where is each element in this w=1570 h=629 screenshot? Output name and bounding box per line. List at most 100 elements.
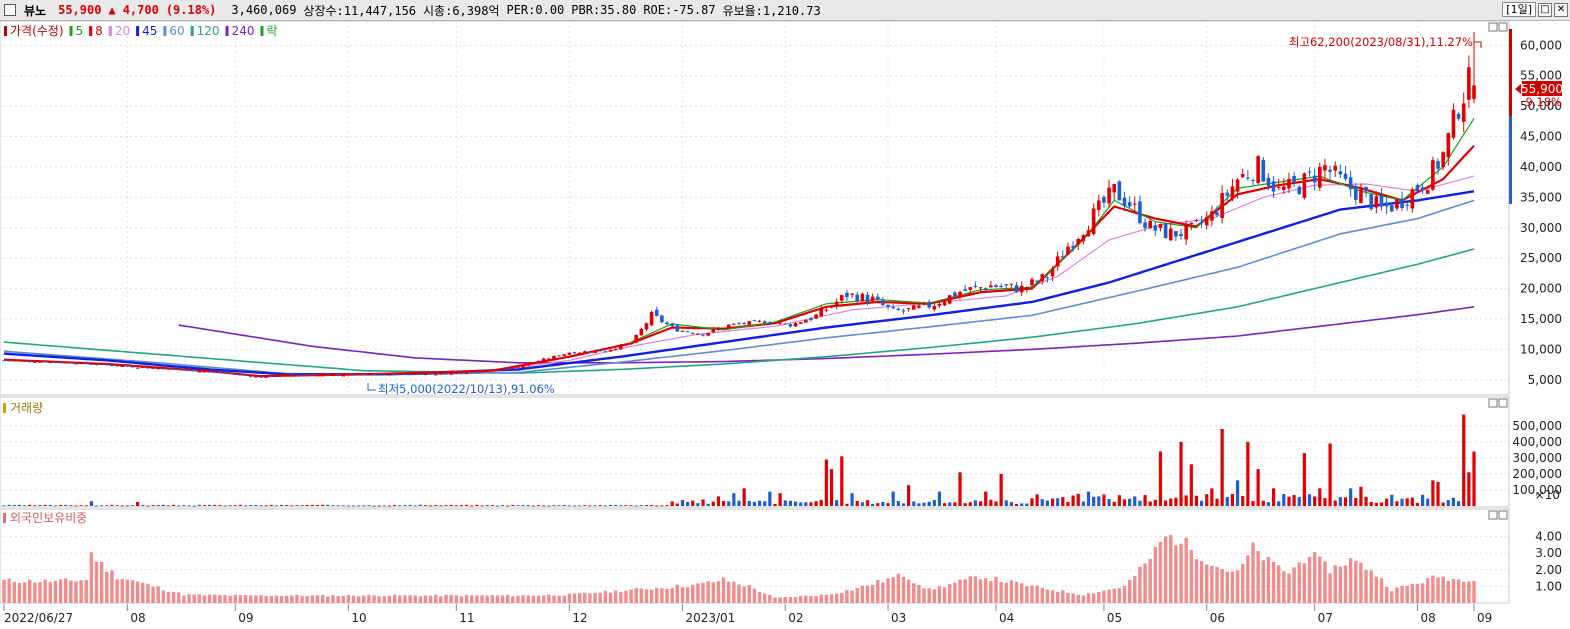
stock-name[interactable]: 뷰노: [24, 3, 47, 18]
volume-bar: [1205, 494, 1209, 506]
ownership-panel-buttons[interactable]: [1488, 510, 1508, 520]
candle-body: [130, 366, 135, 368]
candle-body: [1246, 177, 1250, 179]
volume-bar: [1014, 503, 1019, 506]
volume-bar: [1004, 500, 1008, 506]
price-scroll-bar[interactable]: [1509, 29, 1512, 204]
volume-bar: [161, 504, 165, 506]
candle-body: [187, 369, 191, 371]
volume-bar: [1374, 502, 1378, 506]
ownership-bar: [1184, 537, 1188, 603]
price-tick-label: 5,000: [1528, 373, 1562, 387]
candle-body: [732, 323, 736, 325]
low-annotation-label: 최저5,000(2022/10/13),91.06%: [378, 382, 555, 396]
volume-bar: [1338, 497, 1342, 506]
volume-bar: [1179, 441, 1183, 506]
candle-body: [850, 293, 854, 295]
candle-body: [1297, 186, 1302, 195]
maximize-icon[interactable]: □: [1538, 2, 1552, 17]
candle-body: [1353, 186, 1358, 200]
candle-body: [562, 354, 567, 356]
volume-bar: [655, 505, 659, 507]
candle-body: [1035, 280, 1039, 282]
candle-body: [233, 373, 238, 375]
volume-bar: [274, 505, 279, 507]
stock-chart[interactable]: 5,000 10,000 15,000 20,000 25,000 30,000 35,00…: [0, 21, 1570, 629]
price-panel-buttons[interactable]: [1488, 22, 1508, 32]
volume-bar: [1354, 498, 1358, 506]
volume-bar: [1271, 488, 1276, 506]
volume-bar: [500, 504, 505, 506]
price-legend: 가격(수정) 5 8 20 45 60 120 240 락: [4, 24, 278, 38]
ownership-bar: [356, 596, 361, 603]
ownership-bar: [613, 590, 618, 603]
ownership-bar: [1241, 563, 1245, 603]
candle-body: [1158, 223, 1163, 229]
volume-panel-buttons[interactable]: [1488, 398, 1508, 408]
ownership-bar: [834, 593, 839, 603]
period-selector[interactable]: [1일]: [1502, 2, 1536, 17]
candle-body: [1055, 256, 1060, 267]
ownership-bar: [1215, 566, 1219, 603]
volume-bar: [84, 505, 88, 507]
ownership-bar: [1009, 580, 1014, 603]
ownership-bar: [1359, 562, 1363, 603]
date-label: 09: [1477, 611, 1492, 625]
ownership-bar: [79, 580, 83, 603]
ownership-bar: [264, 595, 268, 603]
volume-bar: [141, 504, 145, 506]
ownership-bar: [495, 595, 500, 603]
ownership-bar: [819, 594, 823, 603]
ownership-bar: [1266, 556, 1271, 603]
ownership-bars: [2, 534, 1476, 603]
volume-bar: [1302, 453, 1306, 506]
candle-body: [1210, 211, 1214, 221]
ownership-bar: [840, 592, 844, 603]
ownership-bar: [346, 594, 351, 603]
ownership-bar: [665, 588, 669, 603]
volume-bar: [1431, 480, 1435, 506]
candle-body: [1235, 179, 1240, 192]
ownership-bar: [1091, 593, 1096, 603]
volume-bar: [912, 501, 916, 506]
candle-body: [572, 352, 577, 354]
candle-body: [1199, 222, 1204, 224]
ownership-bar: [326, 596, 330, 603]
volume-bar: [778, 493, 782, 506]
candle-body: [839, 295, 844, 301]
date-label: 09: [238, 611, 253, 625]
select-checkbox[interactable]: [4, 4, 16, 16]
close-icon[interactable]: ✕: [1554, 2, 1568, 17]
volume-bar: [1158, 451, 1163, 506]
candle-body: [331, 374, 335, 376]
candle-body: [1369, 194, 1374, 209]
candle-body: [757, 320, 762, 322]
ownership-bar: [1441, 576, 1445, 603]
ownership-bar: [629, 589, 633, 603]
date-label: 05: [1107, 611, 1122, 625]
volume-bar: [172, 504, 176, 506]
ownership-bar: [608, 592, 613, 603]
candle-body: [901, 310, 906, 312]
volume-bar: [680, 499, 685, 506]
volume-bar: [243, 505, 248, 507]
candle-body: [300, 374, 304, 376]
candle-body: [135, 367, 140, 369]
ownership-bar: [454, 595, 459, 603]
candle-body: [1364, 186, 1368, 192]
volume-bar: [1307, 494, 1312, 506]
volume-bar: [336, 505, 340, 507]
volume-bar: [757, 500, 762, 506]
volume-bar: [1292, 495, 1296, 506]
candle-body: [958, 291, 962, 296]
volume-bar: [840, 456, 844, 506]
volume-bar: [1210, 488, 1214, 506]
ownership-bar: [464, 594, 469, 603]
ownership-bar: [1251, 542, 1255, 603]
candle-body: [305, 375, 310, 377]
ownership-bar: [1019, 583, 1024, 603]
ownership-bar: [1235, 570, 1240, 603]
volume-bar: [377, 505, 381, 507]
ownership-bar: [171, 592, 176, 603]
ownership-bar: [320, 594, 325, 603]
